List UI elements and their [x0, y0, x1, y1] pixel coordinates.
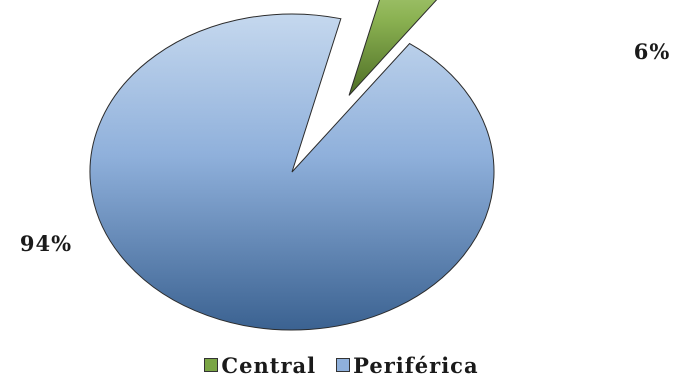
pie-slice-central: [348, 0, 438, 96]
legend: Central Periférica: [0, 353, 683, 378]
legend-item-central: Central: [204, 353, 316, 378]
data-label-central: 6%: [634, 39, 671, 64]
data-label-perifrica: 94%: [20, 231, 72, 256]
legend-swatch-periferica: [336, 358, 351, 372]
legend-item-periferica: Periférica: [336, 353, 478, 378]
legend-label-periferica: Periférica: [353, 353, 479, 378]
legend-swatch-central: [204, 358, 219, 372]
pie-slice-perifrica: [89, 13, 495, 331]
legend-label-central: Central: [221, 353, 317, 378]
